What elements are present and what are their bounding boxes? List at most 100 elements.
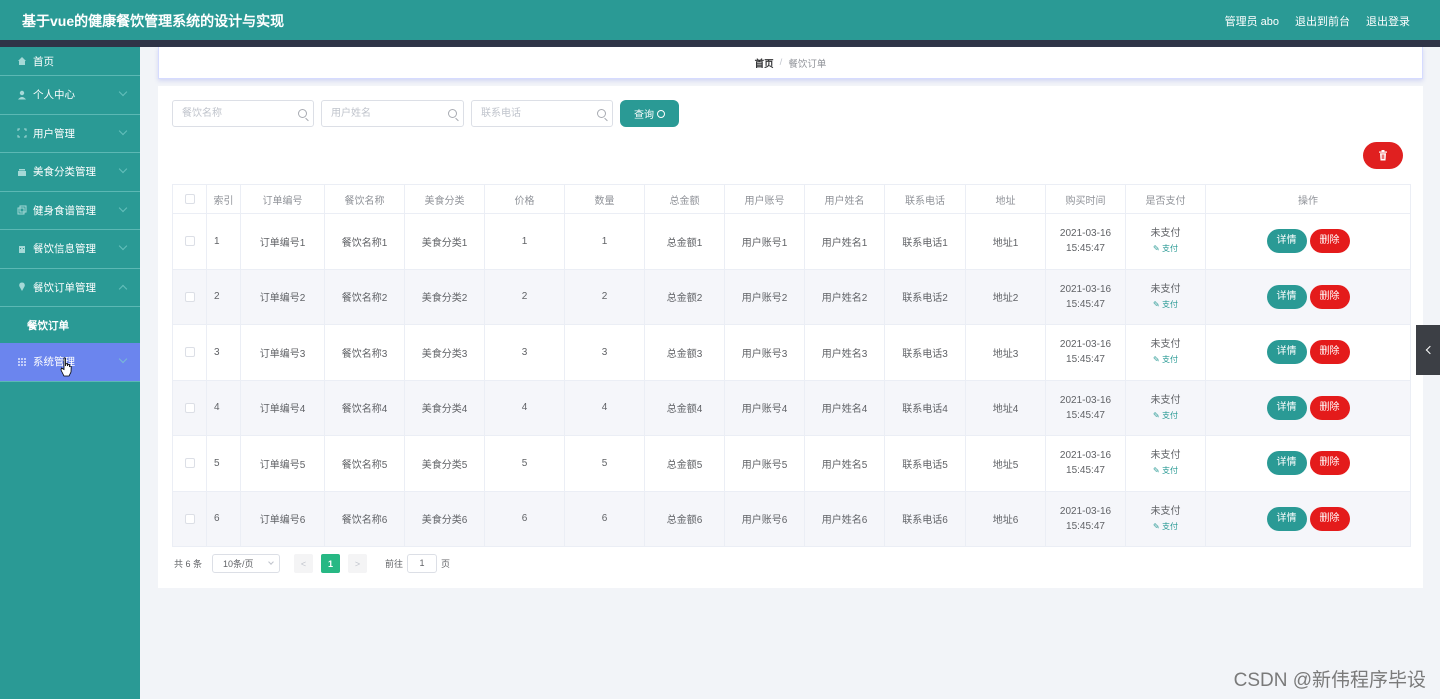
column-header: 地址 <box>965 184 1046 214</box>
row-checkbox[interactable] <box>184 236 195 247</box>
dish-name-input[interactable] <box>173 101 313 126</box>
cell-category: 美食分类1 <box>404 213 485 270</box>
cell-qty: 5 <box>564 435 645 492</box>
cell-time: 2021-03-16 15:45:47 <box>1045 213 1126 270</box>
cell-index: 5 <box>206 435 241 492</box>
sidebar-item-dining-info[interactable]: 餐饮信息管理 <box>0 230 140 269</box>
breadcrumb-home[interactable]: 首页 <box>754 58 774 70</box>
pay-link[interactable]: ✎ 支付 <box>1127 409 1205 423</box>
collapse-toggle-button[interactable] <box>1416 325 1440 375</box>
cell-dish: 餐饮名称4 <box>324 379 405 436</box>
detail-button[interactable]: 详情 <box>1266 395 1307 420</box>
row-checkbox[interactable] <box>184 291 195 302</box>
edit-icon: ✎ <box>1153 521 1162 531</box>
cell-phone: 联系电话6 <box>884 490 966 547</box>
grid-icon <box>16 356 27 367</box>
row-checkbox[interactable] <box>184 513 195 524</box>
detail-button[interactable]: 详情 <box>1266 340 1307 365</box>
cell-address: 地址3 <box>965 324 1046 381</box>
cell-category: 美食分类5 <box>404 435 485 492</box>
pay-link-label: 支付 <box>1161 299 1178 309</box>
cell-actions: 详情 删除 <box>1205 435 1411 492</box>
select-all-checkbox[interactable] <box>184 193 195 204</box>
delete-button[interactable]: 删除 <box>1309 451 1350 476</box>
goto-page-input[interactable]: 1 <box>407 554 438 573</box>
search-icon <box>657 109 665 118</box>
cell-account: 用户账号2 <box>724 268 805 325</box>
pay-link-label: 支付 <box>1161 355 1178 365</box>
admin-user-label[interactable]: 管理员 abo <box>1224 16 1279 28</box>
column-header: 联系电话 <box>884 184 966 214</box>
cell-pay: 未支付 ✎ 支付 <box>1125 379 1206 436</box>
row-select-cell <box>172 379 207 436</box>
sidebar-item-system-management[interactable]: 系统管理 <box>0 343 140 382</box>
chevron-down-icon <box>118 354 128 364</box>
delete-button[interactable]: 删除 <box>1309 229 1350 254</box>
delete-button[interactable]: 删除 <box>1309 395 1350 420</box>
search-icon <box>298 109 307 118</box>
detail-button[interactable]: 详情 <box>1266 284 1307 309</box>
cell-dish: 餐饮名称6 <box>324 490 405 547</box>
page-number-button[interactable]: 1 <box>321 554 341 573</box>
row-select-cell <box>172 435 207 492</box>
back-to-frontend-link[interactable]: 退出到前台 <box>1295 16 1350 28</box>
detail-button[interactable]: 详情 <box>1266 451 1307 476</box>
cell-price: 3 <box>484 324 565 381</box>
pay-link-label: 支付 <box>1161 466 1178 476</box>
pay-link[interactable]: ✎ 支付 <box>1127 298 1205 312</box>
pagination: 共 6 条 10条/页 < 1 > 前往 1 页 <box>174 554 450 573</box>
table-row[interactable]: 4 订单编号4 餐饮名称4 美食分类4 4 4 总金额4 用户账号4 用户姓名4 联系电话4 地址4… <box>172 379 1411 436</box>
pay-link[interactable]: ✎ 支付 <box>1127 464 1205 478</box>
pay-link[interactable]: ✎ 支付 <box>1127 242 1205 256</box>
sidebar-item-label: 用户管理 <box>33 127 75 140</box>
delete-button[interactable]: 删除 <box>1309 284 1350 309</box>
sidebar-item-label: 首页 <box>33 55 54 68</box>
row-checkbox[interactable] <box>184 347 195 358</box>
cell-actions: 详情 删除 <box>1205 490 1411 547</box>
chevron-down-icon <box>118 241 128 251</box>
pay-link[interactable]: ✎ 支付 <box>1127 520 1205 534</box>
batch-delete-button[interactable] <box>1363 142 1403 169</box>
home-icon <box>16 56 27 67</box>
column-header: 价格 <box>484 184 565 214</box>
watermark: CSDN @新伟程序毕设 <box>1233 670 1426 691</box>
query-button[interactable]: 查询 <box>620 100 679 127</box>
table-row[interactable]: 1 订单编号1 餐饮名称1 美食分类1 1 1 总金额1 用户账号1 用户姓名1 联系电话1 地址1… <box>172 213 1411 270</box>
row-checkbox[interactable] <box>184 402 195 413</box>
delete-button[interactable]: 删除 <box>1309 340 1350 365</box>
sidebar-item-personal-center[interactable]: 个人中心 <box>0 76 140 115</box>
detail-button[interactable]: 详情 <box>1266 229 1307 254</box>
delete-button[interactable]: 删除 <box>1309 506 1350 531</box>
phone-input[interactable] <box>472 101 612 126</box>
pay-link-label: 支付 <box>1161 244 1178 254</box>
detail-button[interactable]: 详情 <box>1266 506 1307 531</box>
pay-link-label: 支付 <box>1161 521 1178 531</box>
query-button-label: 查询 <box>634 110 654 121</box>
sidebar-item-fitness-recipe[interactable]: 健身食谱管理 <box>0 192 140 230</box>
table-row[interactable]: 3 订单编号3 餐饮名称3 美食分类3 3 3 总金额3 用户账号3 用户姓名3 联系电话3 地址3… <box>172 324 1411 381</box>
sidebar-item-home[interactable]: 首页 <box>0 47 140 76</box>
next-page-button[interactable]: > <box>348 554 368 573</box>
cell-name: 用户姓名1 <box>804 213 885 270</box>
sidebar-subitem-dining-order[interactable]: 餐饮订单 <box>27 319 69 332</box>
sidebar-item-food-category[interactable]: 美食分类管理 <box>0 153 140 192</box>
pay-link-label: 支付 <box>1161 410 1178 420</box>
table-row[interactable]: 5 订单编号5 餐饮名称5 美食分类5 5 5 总金额5 用户账号5 用户姓名5 联系电话5 地址5… <box>172 435 1411 492</box>
page-size-select[interactable]: 10条/页 <box>212 554 281 573</box>
edit-icon: ✎ <box>1153 410 1162 420</box>
cell-index: 2 <box>206 268 241 325</box>
sidebar-item-dining-orders[interactable]: 餐饮订单管理 <box>0 269 140 307</box>
cell-order-no: 订单编号3 <box>240 324 325 381</box>
row-select-cell <box>172 213 207 270</box>
sidebar-item-user-management[interactable]: 用户管理 <box>0 115 140 153</box>
pay-link[interactable]: ✎ 支付 <box>1127 353 1205 367</box>
table-row[interactable]: 2 订单编号2 餐饮名称2 美食分类2 2 2 总金额2 用户账号2 用户姓名2 联系电话2 地址2… <box>172 268 1411 325</box>
search-icon <box>448 109 457 118</box>
table-row[interactable]: 6 订单编号6 餐饮名称6 美食分类6 6 6 总金额6 用户账号6 用户姓名6 联系电话6 地址6… <box>172 490 1411 547</box>
prev-page-button[interactable]: < <box>294 554 314 573</box>
logout-link[interactable]: 退出登录 <box>1366 16 1410 28</box>
location-icon <box>16 282 27 293</box>
row-checkbox[interactable] <box>184 458 195 469</box>
user-name-input[interactable] <box>322 101 463 126</box>
cell-time: 2021-03-16 15:45:47 <box>1045 379 1126 436</box>
